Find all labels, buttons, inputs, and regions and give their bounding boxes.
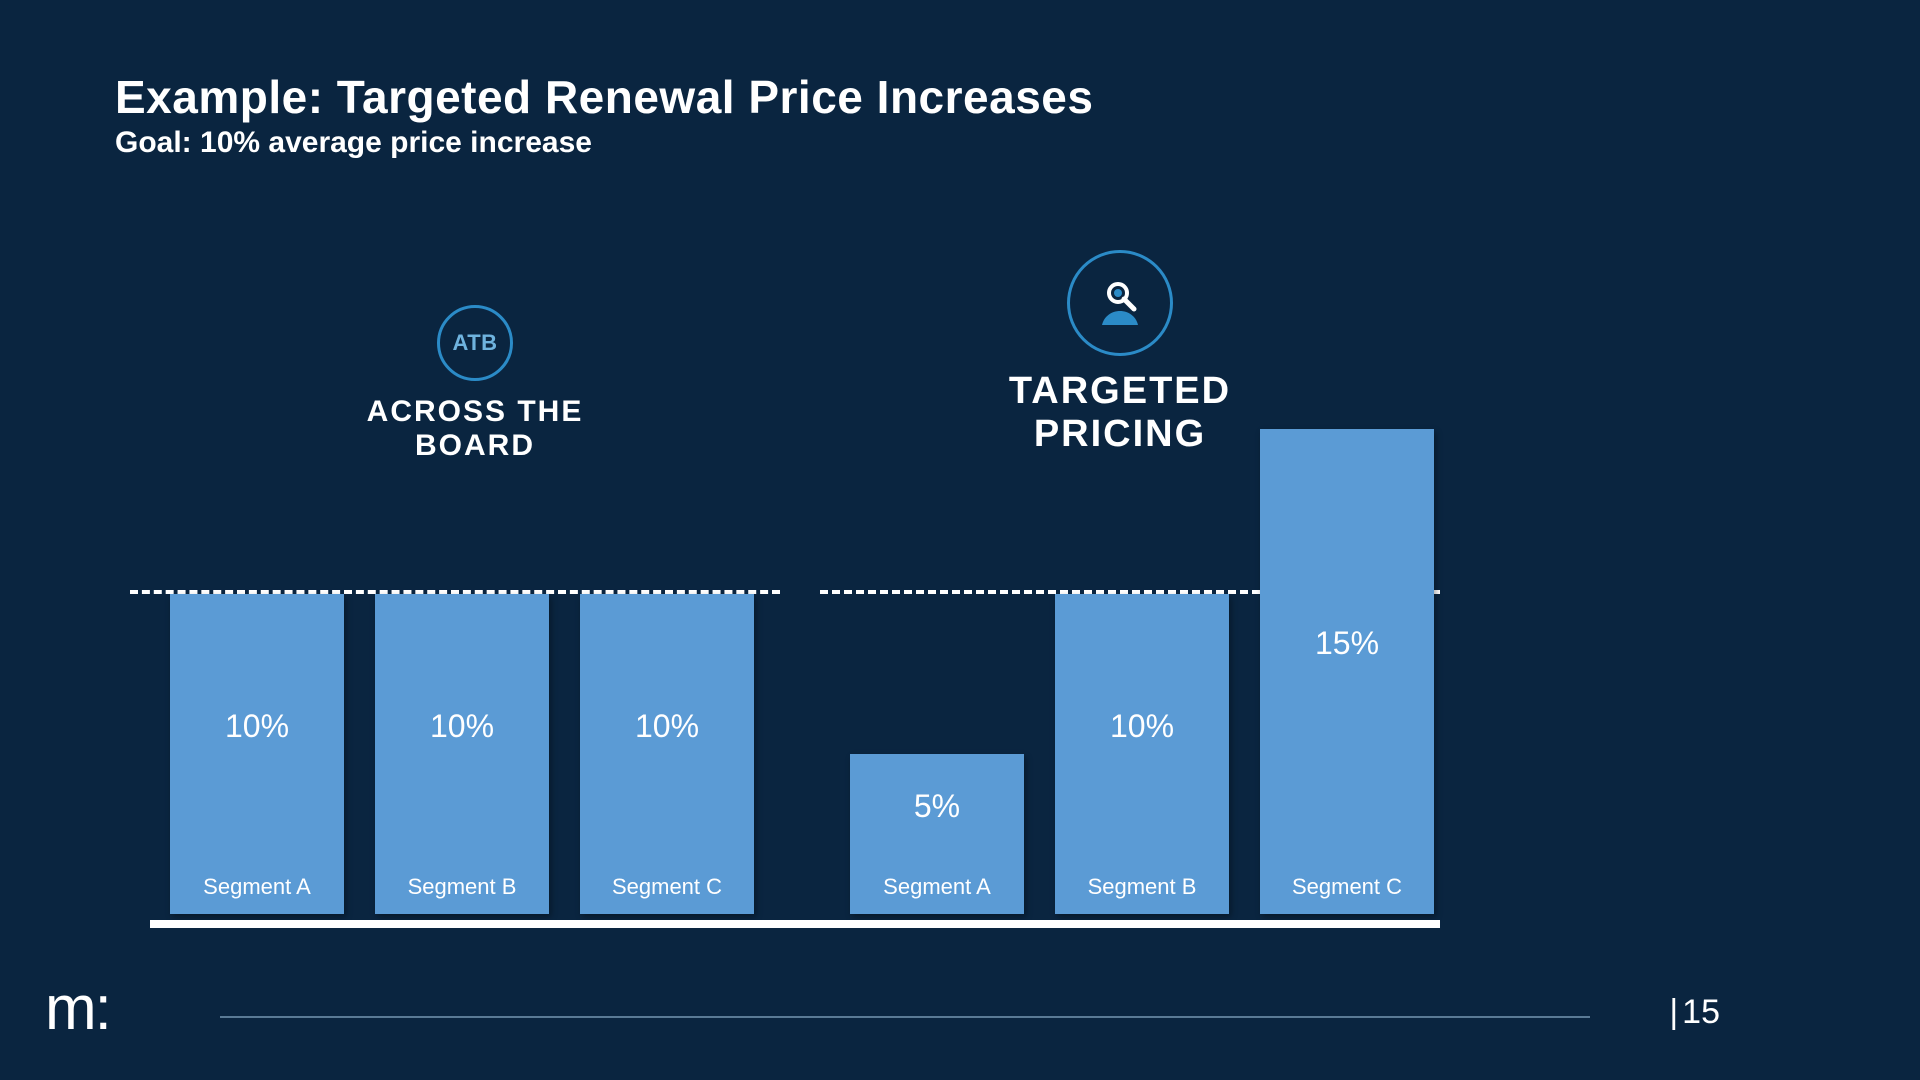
bar-segment-label: Segment A — [883, 874, 991, 900]
bar-value: 10% — [1110, 708, 1174, 745]
bar-value: 5% — [914, 788, 960, 825]
group-header-atb: ATB ACROSS THE BOARD — [325, 305, 625, 463]
slide: Example: Targeted Renewal Price Increase… — [0, 0, 1920, 1080]
person-magnifier-icon — [1067, 250, 1173, 356]
slide-title: Example: Targeted Renewal Price Increase… — [115, 70, 1093, 124]
slide-footer: m: |15 — [0, 980, 1920, 1040]
bar-segment-label: Segment B — [1088, 874, 1197, 900]
page-number-value: 15 — [1682, 993, 1720, 1031]
logo: m: — [45, 978, 110, 1040]
footer-divider — [220, 1016, 1590, 1018]
bar-atb-segment-b: 10% Segment B — [375, 594, 549, 914]
bar-atb-segment-c: 10% Segment C — [580, 594, 754, 914]
bar-targeted-segment-a: 5% Segment A — [850, 754, 1024, 914]
group-title-atb: ACROSS THE BOARD — [325, 395, 625, 463]
slide-subtitle: Goal: 10% average price increase — [115, 126, 1093, 160]
bar-value: 10% — [225, 708, 289, 745]
bar-atb-segment-a: 10% Segment A — [170, 594, 344, 914]
chart-baseline — [150, 920, 1440, 928]
bar-targeted-segment-c: 15% Segment C — [1260, 429, 1434, 914]
bar-segment-label: Segment C — [1292, 874, 1402, 900]
bar-segment-label: Segment B — [408, 874, 517, 900]
group-header-targeted: TARGETED PRICING — [940, 250, 1300, 456]
slide-header: Example: Targeted Renewal Price Increase… — [115, 70, 1093, 160]
atb-icon-label: ATB — [452, 330, 497, 356]
bar-value: 10% — [430, 708, 494, 745]
person-magnifier-svg — [1088, 271, 1152, 335]
bar-targeted-segment-b: 10% Segment B — [1055, 594, 1229, 914]
bar-segment-label: Segment C — [612, 874, 722, 900]
group-title-targeted: TARGETED PRICING — [940, 370, 1300, 456]
atb-icon: ATB — [437, 305, 513, 381]
chart-area: ATB ACROSS THE BOARD TARGETED PRICING 10… — [130, 250, 1450, 950]
bar-segment-label: Segment A — [203, 874, 311, 900]
bar-value: 15% — [1315, 625, 1379, 662]
bar-value: 10% — [635, 708, 699, 745]
page-number: |15 — [1669, 993, 1720, 1032]
